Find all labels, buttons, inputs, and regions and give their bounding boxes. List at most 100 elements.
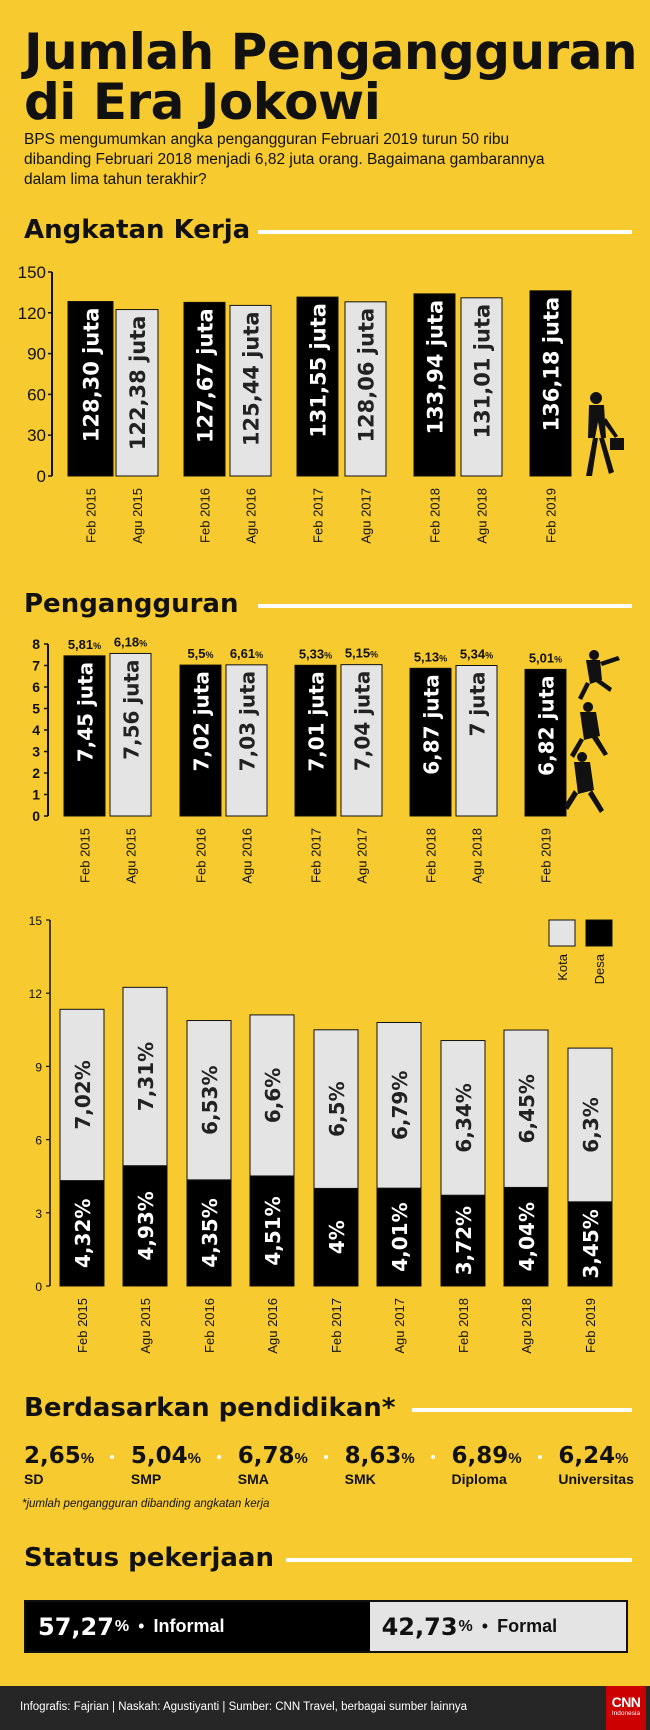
bar-data-label: 7,56 juta — [120, 659, 144, 759]
unemployment-rate-label: 5,01% — [529, 650, 562, 665]
bar-kota-label: 6,34% — [452, 1083, 476, 1152]
education-unit: % — [80, 1450, 95, 1467]
education-item-diploma: 6,89% Diploma — [452, 1442, 522, 1487]
education-item-universitas: 6,24% Universitas — [558, 1442, 633, 1487]
x-tick-label: Feb 2015 — [84, 488, 99, 543]
education-value: 5,04 — [130, 1443, 188, 1469]
bar-kota — [249, 1014, 295, 1177]
bar-kota-label: 6,79% — [388, 1071, 412, 1140]
y-tick-label: 4 — [32, 722, 40, 738]
education-value: 6,24 — [558, 1443, 616, 1469]
bar-desa — [122, 1165, 168, 1287]
bar — [413, 293, 456, 477]
x-tick-label: Feb 2015 — [78, 828, 93, 883]
separator-dot — [537, 1455, 542, 1459]
legend-label-desa: Desa — [592, 953, 607, 984]
y-tick-label: 15 — [29, 914, 43, 928]
footer: Infografis: Fajrian | Naskah: Agustiyant… — [0, 1686, 650, 1730]
education-label: Diploma — [451, 1471, 507, 1487]
unemployment-rate-label: 5,15% — [345, 646, 378, 661]
legend-swatch-kota — [548, 919, 576, 947]
bar-kota — [503, 1029, 549, 1188]
education-item-sma: 6,78% SMA — [238, 1442, 308, 1487]
footer-credits: Infografis: Fajrian | Naskah: Agustiyant… — [20, 1701, 468, 1713]
x-tick-label: Feb 2018 — [424, 828, 439, 883]
x-tick-label: Feb 2017 — [309, 828, 324, 883]
y-tick-label: 0 — [35, 1280, 42, 1294]
x-tick-label: Feb 2018 — [428, 488, 443, 543]
x-tick-label: Agu 2016 — [244, 488, 259, 544]
bar-desa-label: 3,72% — [452, 1206, 476, 1275]
bar-data-label: 7,02 juta — [190, 671, 214, 771]
status-unit: % — [458, 1617, 473, 1635]
bar-kota — [122, 986, 168, 1167]
bar-kota — [186, 1020, 232, 1181]
education-label: SMP — [130, 1471, 162, 1487]
bar-data-label: 7,45 juta — [74, 662, 98, 762]
bar-data-label: 7,01 juta — [305, 671, 329, 771]
section-title-status: Status pekerjaan — [24, 1543, 274, 1573]
unemployment-rate-label: 5,34% — [460, 647, 493, 662]
bar-desa-label: 3,45% — [579, 1209, 603, 1278]
education-unit: % — [615, 1450, 629, 1467]
x-tick-label: Agu 2018 — [470, 828, 485, 884]
bar-desa — [567, 1201, 613, 1287]
section-title-pendidikan: Berdasarkan pendidikan* — [24, 1393, 396, 1423]
intro-text: BPS mengumumkan angka pengangguran Febru… — [24, 131, 545, 188]
unemployment-rate-label: 5,81% — [68, 637, 101, 652]
bar-data-label: 131,01 juta — [471, 304, 495, 439]
cnn-logo-text: CNN — [611, 1694, 641, 1710]
y-tick-label: 6 — [35, 1134, 42, 1148]
bar — [115, 309, 159, 477]
climbing-people-icon — [564, 650, 620, 813]
y-tick-label: 120 — [18, 304, 46, 323]
bar — [340, 664, 383, 817]
page-title-line-2: di Era Jokowi — [24, 73, 381, 131]
x-tick-label: Feb 2016 — [194, 828, 209, 883]
section-rule-pengangguran — [258, 604, 632, 608]
page-title: Jumlah Pengangguran di Era Jokowi — [24, 23, 638, 131]
section-rule-status — [286, 1558, 632, 1562]
x-tick-label: Feb 2017 — [311, 488, 326, 543]
y-tick-label: 9 — [35, 1060, 42, 1074]
bar-kota-label: 6,53% — [198, 1065, 222, 1134]
y-tick-label: 5 — [32, 701, 40, 717]
separator-dot — [110, 1455, 115, 1459]
education-unit: % — [401, 1450, 415, 1467]
y-tick-label: 7 — [32, 658, 40, 674]
unemployment-rate-label: 6,61% — [230, 646, 263, 661]
bar — [296, 296, 339, 477]
bar-desa-label: 4,93% — [134, 1191, 158, 1260]
status-unit: % — [114, 1617, 130, 1635]
bar — [183, 301, 226, 477]
y-tick-label: 0 — [37, 467, 46, 486]
unemployment-rate-label: 5,5% — [187, 646, 213, 661]
bar — [294, 664, 337, 817]
bar — [529, 290, 572, 477]
bar-desa-label: 4,51% — [261, 1196, 285, 1265]
page-title-line-1: Jumlah Pengangguran — [24, 23, 638, 81]
y-tick-label: 3 — [32, 744, 40, 760]
education-stats: 2,65% SD 5,04% SMP 6,78% SMA 8,63% SMK 6… — [24, 1442, 634, 1487]
bar-desa-label: 4,04% — [515, 1202, 539, 1271]
x-tick-label: Feb 2019 — [583, 1298, 598, 1353]
x-tick-label: Feb 2019 — [544, 488, 559, 543]
cnn-logo: CNN Indonesia — [606, 1686, 646, 1730]
education-label: SMK — [344, 1471, 376, 1487]
section-rule-angkatan-kerja — [258, 230, 632, 234]
bar — [460, 297, 503, 477]
bar-kota — [440, 1040, 486, 1196]
bar-data-label: 128,06 juta — [355, 308, 379, 443]
y-tick-label: 8 — [32, 636, 40, 652]
x-tick-label: Feb 2018 — [456, 1298, 471, 1353]
education-label: Universitas — [558, 1471, 634, 1487]
separator-dot — [217, 1455, 222, 1459]
y-tick-label: 12 — [29, 987, 43, 1001]
education-item-sd: 2,65% SD — [24, 1442, 94, 1487]
bar-data-label: 7 juta — [466, 672, 490, 737]
x-tick-label: Agu 2017 — [355, 828, 370, 884]
bar-desa-label: 4% — [325, 1220, 349, 1254]
y-tick-label: 90 — [27, 345, 46, 364]
education-unit: % — [187, 1450, 201, 1467]
unemployment-rate-label: 5,13% — [414, 649, 447, 664]
